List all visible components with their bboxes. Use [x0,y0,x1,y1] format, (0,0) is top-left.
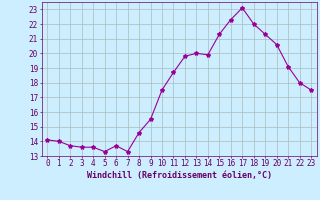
X-axis label: Windchill (Refroidissement éolien,°C): Windchill (Refroidissement éolien,°C) [87,171,272,180]
